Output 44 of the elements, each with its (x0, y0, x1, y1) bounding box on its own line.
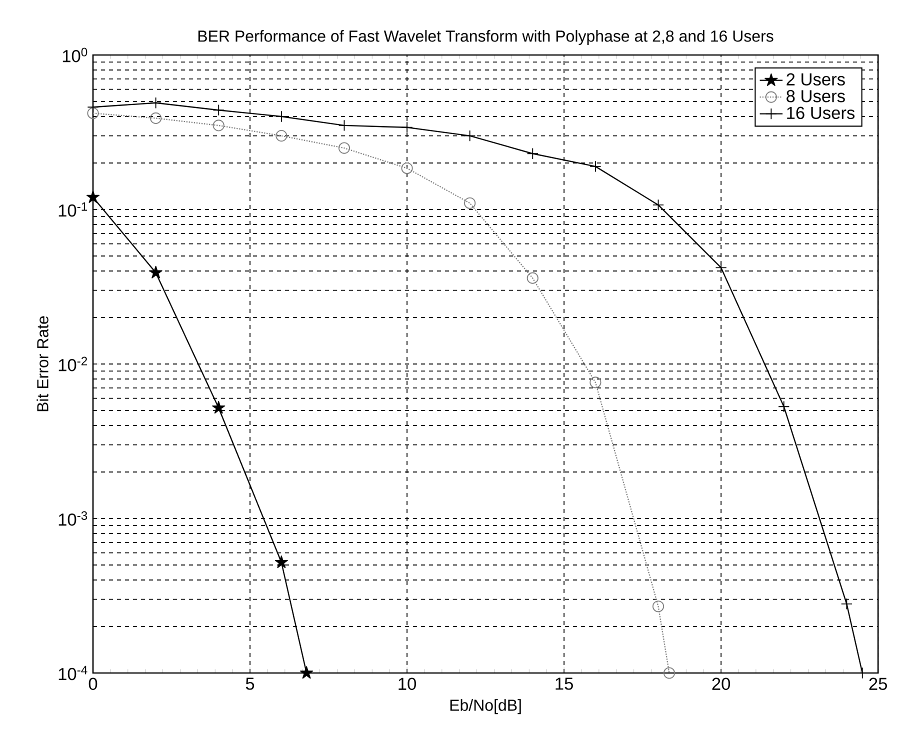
x-tick-label: 10 (398, 678, 416, 690)
point (87, 107, 99, 120)
point (590, 160, 602, 172)
x-tick-label: 15 (556, 678, 573, 690)
y-tick-label: 10$^{-4}$ (58, 666, 88, 680)
point (276, 130, 288, 142)
y-tick-label: 10$^{-3}$ (58, 511, 88, 526)
x-tick-label: 25 (869, 678, 887, 690)
point (778, 400, 790, 412)
point (212, 120, 224, 132)
point (86, 190, 100, 203)
legend-label: 8 Users (786, 90, 845, 102)
x-tick-label: 0 (88, 678, 98, 690)
point (401, 122, 413, 134)
point (212, 104, 224, 116)
point (212, 401, 226, 414)
point (663, 667, 676, 679)
x-tick-label: 5 (246, 678, 254, 690)
point (526, 148, 538, 160)
point (150, 97, 162, 109)
y-tick-label: 10$^{-1}$ (58, 202, 88, 217)
point (401, 162, 413, 174)
point (464, 130, 476, 142)
point (526, 272, 538, 284)
point (590, 376, 602, 388)
x-tick-label: 20 (712, 678, 730, 690)
y-tick-label: 10$^{-2}$ (58, 356, 88, 372)
point (464, 197, 476, 209)
y-tick-label: 10$^{0}$ (62, 48, 88, 62)
point (652, 600, 664, 612)
point (150, 112, 162, 124)
point (300, 666, 314, 679)
x-axis-title: Eb/No[dB] (450, 699, 521, 714)
point (274, 556, 288, 568)
y-axis-title: Bit Error Rate (36, 316, 48, 412)
chart-title: BER Performance of Fast Wavelet Transform with Polyphase at 2,8 and 16 Users (198, 30, 774, 45)
point (338, 120, 350, 132)
point (338, 142, 350, 154)
point (652, 199, 664, 211)
legend-label: 2 Users (786, 73, 845, 86)
point (840, 598, 852, 610)
point (715, 262, 727, 274)
point (149, 266, 162, 278)
legend-label: 16 Users (787, 106, 855, 120)
